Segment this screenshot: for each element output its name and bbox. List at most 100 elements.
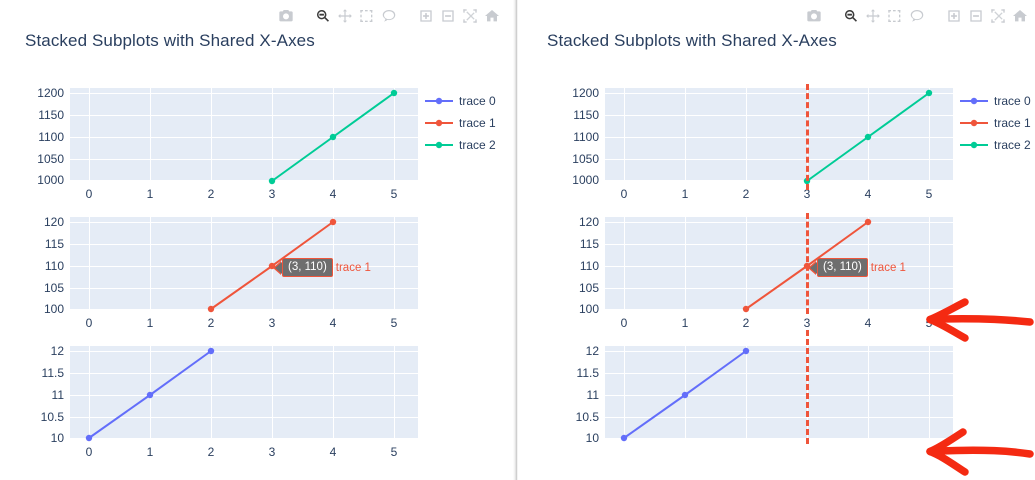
- legend-label: trace 0: [459, 94, 496, 108]
- ytick-label: 110: [579, 259, 599, 273]
- xtick-label: 4: [329, 187, 337, 201]
- ytick-label: 1050: [572, 152, 599, 166]
- xtick-label: 5: [925, 187, 933, 201]
- modebar-right[interactable]: [804, 6, 1035, 26]
- plot-background: [70, 88, 418, 181]
- xtick-label: 1: [681, 187, 689, 201]
- xtick-label: 1: [146, 316, 154, 330]
- box-select-icon[interactable]: [357, 6, 377, 26]
- red-arrow-upper: [926, 298, 1034, 342]
- trace0-line-bottom: [85, 347, 215, 442]
- hover-point-label: (3, 110): [273, 258, 333, 277]
- zoom-out-icon[interactable]: [966, 6, 986, 26]
- ytick-label: 110: [44, 259, 64, 273]
- reset-axes-icon[interactable]: [482, 6, 502, 26]
- spike-line-bottom: [806, 330, 809, 444]
- hover-point-label: (3, 110): [808, 258, 868, 277]
- xtick-label: 2: [742, 316, 750, 330]
- legend-swatch-icon: [425, 141, 453, 149]
- xtick-label: 1: [146, 445, 154, 459]
- autoscale-icon[interactable]: [988, 6, 1008, 26]
- hover-point-text: (3, 110): [288, 261, 327, 273]
- legend-left[interactable]: trace 0 trace 1 trace 2: [424, 93, 496, 159]
- subplot-top-right[interactable]: 1200 1150 1100 1050 1000 0 1 2 3 4 5: [572, 86, 953, 201]
- reset-axes-icon[interactable]: [1010, 6, 1030, 26]
- subplot-bottom-left[interactable]: 12 11.5 11 10.5 10 0 1 2 3 4 5: [41, 344, 418, 459]
- ytick-label: 1150: [573, 108, 599, 122]
- ytick-label: 1200: [37, 86, 64, 100]
- modebar-left[interactable]: [276, 6, 518, 26]
- legend-swatch-icon: [425, 119, 453, 127]
- legend-item-trace-0[interactable]: trace 0: [424, 93, 496, 109]
- lasso-select-icon[interactable]: [907, 6, 927, 26]
- legend-swatch-icon: [960, 119, 988, 127]
- legend-item-trace-2[interactable]: trace 2: [959, 137, 1031, 153]
- pan-icon[interactable]: [335, 6, 355, 26]
- autoscale-icon[interactable]: [460, 6, 480, 26]
- xtick-label: 2: [742, 187, 750, 201]
- download-plot-icon[interactable]: [804, 6, 824, 26]
- zoom-in-icon[interactable]: [416, 6, 436, 26]
- legend-label: trace 0: [994, 94, 1031, 108]
- legend-label: trace 1: [994, 116, 1031, 130]
- xtick-label: 3: [268, 187, 276, 201]
- panel-divider: [513, 0, 518, 480]
- hover-arrow-icon: [275, 261, 282, 274]
- ytick-label: 100: [578, 302, 599, 316]
- download-plot-icon[interactable]: [276, 6, 296, 26]
- ytick-label: 10.5: [575, 410, 599, 424]
- ytick-label: 1200: [572, 86, 599, 100]
- legend-item-trace-1[interactable]: trace 1: [424, 115, 496, 131]
- xtick-label: 0: [620, 316, 628, 330]
- subplot-middle-right[interactable]: 120 115 110 105 100 0 1 2 3 4 5 (3, 110)…: [579, 215, 953, 330]
- trace2-line-top: [268, 89, 398, 185]
- legend-item-trace-1[interactable]: trace 1: [959, 115, 1031, 131]
- xtick-label: 0: [85, 316, 93, 330]
- xtick-label: 4: [329, 316, 337, 330]
- ytick-label: 10.5: [40, 410, 64, 424]
- ytick-label: 1150: [38, 108, 64, 122]
- zoom-icon[interactable]: [313, 6, 333, 26]
- trace2-line-top: [803, 89, 933, 185]
- modebar-group-drag: [313, 6, 399, 26]
- xtick-label: 1: [146, 187, 154, 201]
- page-title-left: Stacked Subplots with Shared X-Axes: [25, 31, 315, 50]
- zoom-out-icon[interactable]: [438, 6, 458, 26]
- ytick-label: 105: [578, 281, 599, 295]
- ytick-label: 100: [43, 302, 64, 316]
- ytick-label: 10: [585, 431, 599, 445]
- legend-swatch-icon: [960, 97, 988, 105]
- xtick-label: 2: [207, 316, 215, 330]
- ytick-label: 1100: [38, 130, 64, 144]
- xtick-label: 4: [864, 316, 872, 330]
- ytick-label: 1000: [37, 173, 64, 187]
- spike-line-top: [806, 84, 809, 190]
- ytick-label: 115: [579, 237, 599, 251]
- hover-point-text: (3, 110): [823, 261, 862, 273]
- xtick-label: 0: [85, 445, 93, 459]
- xtick-label: 2: [207, 187, 215, 201]
- zoom-icon[interactable]: [841, 6, 861, 26]
- page-title-right: Stacked Subplots with Shared X-Axes: [547, 31, 837, 50]
- zoom-in-icon[interactable]: [944, 6, 964, 26]
- subplot-bottom-right[interactable]: 12 11.5 11 10.5 10: [576, 344, 953, 445]
- ytick-label: 115: [44, 237, 64, 251]
- spike-line-middle: [806, 213, 809, 314]
- ytick-label: 11: [586, 388, 599, 402]
- ytick-label: 1000: [572, 173, 599, 187]
- lasso-select-icon[interactable]: [379, 6, 399, 26]
- legend-item-trace-0[interactable]: trace 0: [959, 93, 1031, 109]
- modebar-group-zoom: [944, 6, 1030, 26]
- subplot-middle-left[interactable]: 120 115 110 105 100 0 1 2 3 4 5 (3, 110)…: [44, 215, 418, 330]
- pan-icon[interactable]: [863, 6, 883, 26]
- ytick-label: 10: [50, 431, 64, 445]
- modebar-group-capture: [804, 6, 824, 26]
- modebar-group-drag: [841, 6, 927, 26]
- xtick-label: 3: [803, 187, 811, 201]
- legend-item-trace-2[interactable]: trace 2: [424, 137, 496, 153]
- subplot-top-left[interactable]: 1200 1150 1100 1050 1000 0 1 2 3 4 5: [37, 86, 418, 201]
- xtick-label: 1: [681, 316, 689, 330]
- legend-right[interactable]: trace 0 trace 1 trace 2: [959, 93, 1031, 159]
- box-select-icon[interactable]: [885, 6, 905, 26]
